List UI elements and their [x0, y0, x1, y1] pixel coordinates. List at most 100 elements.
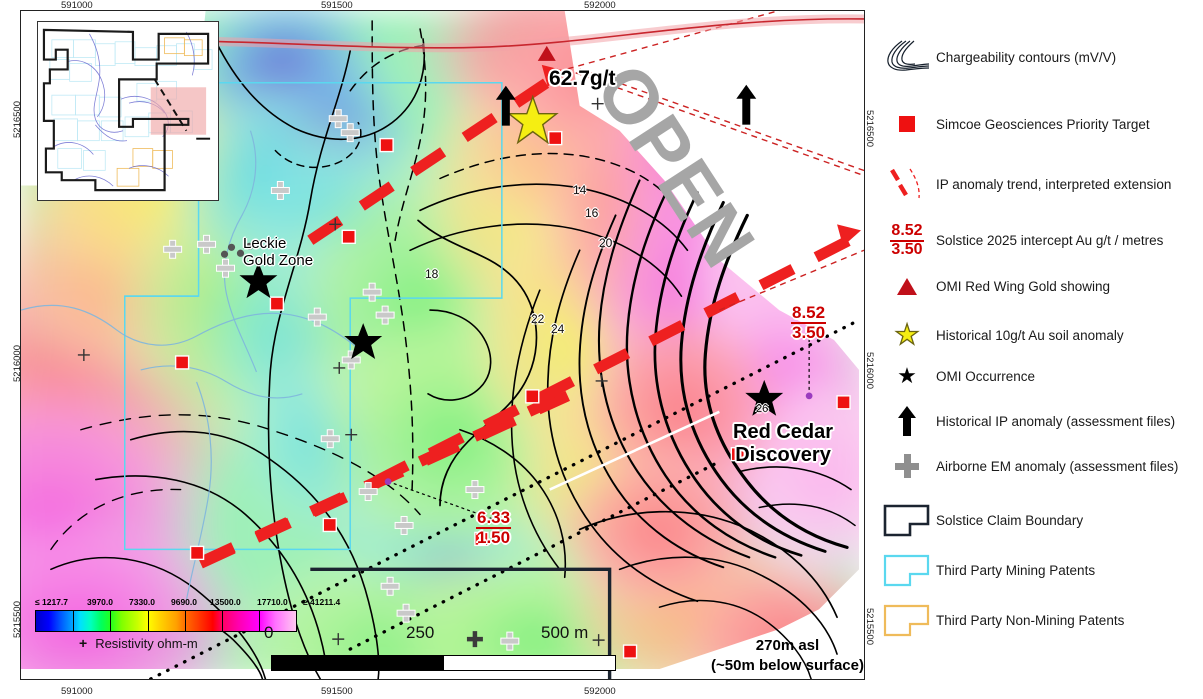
legend-label: OMI Red Wing Gold showing — [936, 279, 1111, 294]
contour-swatch — [887, 40, 930, 71]
inset-canvas — [38, 22, 218, 200]
contour-label-20: 20 — [599, 236, 613, 250]
legend-label: OMI Occurrence — [936, 368, 1036, 384]
black-star-icon: ★ — [897, 363, 917, 388]
legend-item-ip-anomaly-trend[interactable]: IP anomaly trend, interpreted extension — [878, 166, 1200, 202]
yellow-star-icon: ★ — [894, 319, 920, 350]
cb-tick-5: 17710.0 — [257, 597, 288, 607]
solstice-claim-boundary — [310, 567, 612, 679]
legend-item-claim-boundary[interactable]: Solstice Claim Boundary — [878, 502, 1200, 538]
contour-label-24: 24 — [551, 322, 565, 336]
intercept-callout-central: 6.33 1.50 — [476, 508, 512, 547]
contour-label-26: 26 — [756, 403, 769, 415]
coord-left-5216000: 5216000 — [12, 345, 23, 382]
cb-tick-1: 3970.0 — [87, 597, 113, 607]
coord-bottom-592000: 592000 — [584, 686, 616, 697]
legend-item-red-wing-showing[interactable]: OMI Red Wing Gold showing — [878, 278, 1200, 295]
legend-item-priority-target[interactable]: Simcoe Geosciences Priority Target — [878, 116, 1200, 132]
legend-label: Solstice 2025 intercept Au g/t / metres — [936, 233, 1164, 249]
priority-target-markers — [174, 130, 851, 659]
inset-locator-map — [37, 21, 219, 201]
red-square-icon — [878, 116, 936, 132]
historical-soil-anomaly-marker — [506, 94, 559, 145]
contour-label-14: 14 — [573, 183, 587, 197]
coord-right-5216000: 5216000 — [864, 352, 875, 389]
legend-label: Third Party Mining Patents — [936, 562, 1096, 578]
ip-trend-swatch — [890, 168, 920, 199]
legend-item-airborne-em-anomaly[interactable]: Airborne EM anomaly (assessment files) — [878, 454, 1200, 478]
scale-label-0: 0 — [264, 623, 274, 642]
legend-intercept-metres: 3.50 — [891, 240, 923, 258]
coord-top-591500: 591500 — [321, 0, 353, 11]
colorbar-tick-labels: ≤ 1217.7 3970.0 7330.0 9690.0 13500.0 17… — [35, 597, 340, 609]
intercept-metres-value: 3.50 — [792, 322, 826, 342]
scale-bar-fill — [272, 656, 444, 670]
coord-bottom-591500: 591500 — [321, 686, 353, 697]
inset-claim-boundary — [42, 28, 210, 192]
scale-bar: 0 250 500 m — [256, 623, 646, 679]
white-guide-line — [549, 410, 720, 491]
colorbar-gradient — [35, 610, 297, 632]
red-wing-gold-showing-marker — [537, 45, 556, 61]
mining-patent-outlines — [124, 82, 503, 551]
claim-polygon-swatch — [883, 504, 930, 537]
coord-top-591000: 591000 — [61, 0, 93, 11]
legend-label: Historical IP anomaly (assessment files) — [936, 413, 1176, 429]
legend-item-non-mining-patents[interactable]: Third Party Non-Mining Patents — [878, 602, 1200, 638]
intercept-metres-value: 1.50 — [477, 527, 511, 547]
legend-label: IP anomaly trend, interpreted extension — [936, 176, 1172, 192]
omi-occurrence-markers — [239, 262, 784, 416]
legend-label: Solstice Claim Boundary — [936, 512, 1084, 528]
scale-label-500: 500 m — [541, 623, 589, 642]
scale-bar-labels: 0 250 500 m — [256, 623, 646, 645]
inset-trend-line — [153, 78, 188, 132]
coord-bottom-591000: 591000 — [61, 686, 93, 697]
intercept-au-value: 6.33 — [476, 508, 512, 529]
coord-left-5216500: 5216500 — [12, 101, 23, 138]
coord-left-5215500: 5215500 — [12, 601, 23, 638]
legend-label: Simcoe Geosciences Priority Target — [936, 116, 1150, 132]
grey-cross-icon — [878, 454, 936, 478]
scale-bar-graphic — [271, 655, 616, 671]
ip-anomaly-trend — [198, 66, 864, 569]
legend-item-chargeability-contours[interactable]: Chargeability contours (mV/V) — [878, 40, 1200, 74]
legend-label: Chargeability contours (mV/V) — [936, 49, 1117, 65]
mining-patent-polygon-icon — [878, 552, 936, 588]
chargeability-contours-icon — [878, 40, 936, 74]
coord-right-5216500: 5216500 — [864, 110, 875, 147]
legend-item-omi-occurrence[interactable]: ★ OMI Occurrence — [878, 365, 1200, 387]
drill-traces — [220, 242, 813, 523]
coord-top-592000: 592000 — [584, 0, 616, 11]
ip-trend-dashes-icon — [878, 166, 936, 202]
coord-right-5215500: 5215500 — [864, 608, 875, 645]
legend-item-mining-patents[interactable]: Third Party Mining Patents — [878, 552, 1200, 588]
intercept-callout-red-cedar: 8.52 3.50 — [791, 303, 827, 342]
cb-tick-0: ≤ 1217.7 — [35, 597, 69, 607]
colorbar-caption-text: Resistivity ohm-m — [95, 635, 198, 651]
historical-ip-arrow-markers — [495, 84, 757, 126]
legend-label: Third Party Non-Mining Patents — [936, 612, 1125, 628]
black-arrow-up-icon — [878, 406, 936, 436]
non-mining-patent-swatch — [883, 604, 930, 637]
legend-label: Historical 10g/t Au soil anomaly — [936, 327, 1124, 343]
scale-label-250: 250 — [406, 623, 435, 642]
airborne-em-markers — [163, 109, 520, 651]
contour-label-18: 18 — [425, 267, 439, 281]
cb-tick-3: 9690.0 — [171, 597, 197, 607]
survey-station-markers — [77, 97, 608, 647]
legend-item-solstice-intercept[interactable]: 8.52 3.50 Solstice 2025 intercept Au g/t… — [878, 222, 1200, 259]
legend-label: Airborne EM anomaly (assessment files) — [936, 458, 1179, 474]
resistivity-map-panel: 14 16 18 20 22 24 26 OPEN 62.7g/t Leckie… — [20, 10, 865, 680]
legend-intercept-au: 8.52 — [890, 222, 924, 242]
intercept-au-value: 8.52 — [791, 303, 827, 324]
intercept-fraction-icon: 8.52 3.50 — [878, 222, 936, 259]
resistivity-colorbar: ≤ 1217.7 3970.0 7330.0 9690.0 13500.0 17… — [35, 597, 340, 655]
legend-item-historical-ip-anomaly[interactable]: Historical IP anomaly (assessment files) — [878, 406, 1200, 436]
contour-label-22: 22 — [531, 312, 545, 326]
map-legend: Chargeability contours (mV/V) Simcoe Geo… — [878, 18, 1200, 648]
cb-tick-2: 7330.0 — [129, 597, 155, 607]
legend-item-soil-anomaly[interactable]: ★ Historical 10g/t Au soil anomaly — [878, 319, 1200, 350]
interpreted-extension — [567, 11, 864, 311]
contour-label-16: 16 — [585, 206, 599, 220]
